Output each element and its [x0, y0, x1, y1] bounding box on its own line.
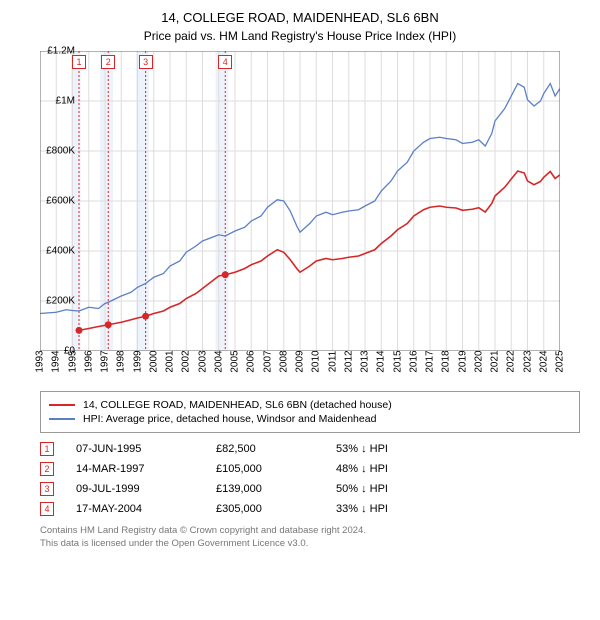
sales-table: 1 07-JUN-1995£82,50053% ↓ HPI 2 14-MAR-1997…: [40, 439, 580, 519]
legend: 14, COLLEGE ROAD, MAIDENHEAD, SL6 6BN (d…: [40, 391, 580, 433]
row-marker: 1: [40, 442, 54, 456]
x-axis-label: 2008: [278, 350, 289, 372]
row-marker: 3: [40, 482, 54, 496]
legend-swatch: [49, 404, 75, 406]
x-axis-label: 2022: [506, 350, 517, 372]
legend-label: HPI: Average price, detached house, Wind…: [83, 413, 376, 425]
x-axis-label: 1993: [35, 350, 46, 372]
table-row: 3 09-JUL-1999£139,00050% ↓ HPI: [40, 479, 580, 499]
chart-marker: 3: [139, 55, 153, 69]
sale-price: £82,500: [216, 443, 336, 455]
x-axis-label: 2003: [197, 350, 208, 372]
chart-marker: 2: [101, 55, 115, 69]
legend-swatch: [49, 418, 75, 420]
x-axis-label: 2012: [343, 350, 354, 372]
x-axis-label: 1997: [100, 350, 111, 372]
x-axis-label: 2023: [522, 350, 533, 372]
x-axis-label: 2017: [425, 350, 436, 372]
x-axis-label: 2005: [230, 350, 241, 372]
x-axis-label: 2025: [555, 350, 566, 372]
sale-price: £305,000: [216, 503, 336, 515]
chart-title: 14, COLLEGE ROAD, MAIDENHEAD, SL6 6BN: [0, 0, 600, 25]
chart-area: £0£200K£400K£600K£800K£1M£1.2M 199319941…: [40, 51, 600, 381]
x-axis-label: 1995: [67, 350, 78, 372]
sale-date: 09-JUL-1999: [76, 483, 216, 495]
y-axis-label: £600K: [46, 196, 75, 207]
y-axis-label: £1M: [56, 96, 75, 107]
chart-subtitle: Price paid vs. HM Land Registry's House …: [0, 25, 600, 51]
sale-date: 07-JUN-1995: [76, 443, 216, 455]
sale-price: £105,000: [216, 463, 336, 475]
x-axis-label: 2019: [457, 350, 468, 372]
x-axis-label: 2002: [181, 350, 192, 372]
x-axis-label: 2018: [441, 350, 452, 372]
x-axis-label: 2010: [311, 350, 322, 372]
table-row: 2 14-MAR-1997£105,00048% ↓ HPI: [40, 459, 580, 479]
x-axis-label: 2006: [246, 350, 257, 372]
x-axis-label: 2024: [538, 350, 549, 372]
sale-comparison: 48% ↓ HPI: [336, 463, 476, 475]
x-axis-label: 2009: [295, 350, 306, 372]
x-axis-label: 2020: [473, 350, 484, 372]
table-row: 1 07-JUN-1995£82,50053% ↓ HPI: [40, 439, 580, 459]
y-axis-label: £400K: [46, 246, 75, 257]
y-axis-label: £800K: [46, 146, 75, 157]
y-axis-label: £200K: [46, 296, 75, 307]
sale-comparison: 53% ↓ HPI: [336, 443, 476, 455]
table-row: 4 17-MAY-2004£305,00033% ↓ HPI: [40, 499, 580, 519]
footer-line-2: This data is licensed under the Open Gov…: [40, 538, 580, 551]
x-axis-label: 2007: [262, 350, 273, 372]
x-axis-label: 2013: [360, 350, 371, 372]
x-axis-label: 2021: [490, 350, 501, 372]
x-axis-label: 2004: [213, 350, 224, 372]
x-axis-label: 2000: [148, 350, 159, 372]
row-marker: 4: [40, 502, 54, 516]
x-axis-label: 1994: [51, 350, 62, 372]
sale-date: 14-MAR-1997: [76, 463, 216, 475]
row-marker: 2: [40, 462, 54, 476]
legend-item: 14, COLLEGE ROAD, MAIDENHEAD, SL6 6BN (d…: [49, 398, 571, 412]
x-axis-label: 2011: [327, 351, 338, 373]
x-axis-label: 2016: [408, 350, 419, 372]
legend-label: 14, COLLEGE ROAD, MAIDENHEAD, SL6 6BN (d…: [83, 399, 392, 411]
sale-comparison: 33% ↓ HPI: [336, 503, 476, 515]
footer-line-1: Contains HM Land Registry data © Crown c…: [40, 525, 580, 538]
sale-date: 17-MAY-2004: [76, 503, 216, 515]
legend-item: HPI: Average price, detached house, Wind…: [49, 412, 571, 426]
sale-comparison: 50% ↓ HPI: [336, 483, 476, 495]
x-axis-label: 1999: [132, 350, 143, 372]
x-axis-label: 1996: [83, 350, 94, 372]
chart-marker: 4: [218, 55, 232, 69]
x-axis-label: 2014: [376, 350, 387, 372]
x-axis-label: 2015: [392, 350, 403, 372]
x-axis-label: 1998: [116, 350, 127, 372]
y-axis-label: £1.2M: [47, 46, 75, 57]
chart-marker: 1: [72, 55, 86, 69]
x-axis-label: 2001: [165, 350, 176, 372]
sale-price: £139,000: [216, 483, 336, 495]
footer-text: Contains HM Land Registry data © Crown c…: [40, 525, 580, 551]
chart-svg: [40, 51, 560, 351]
